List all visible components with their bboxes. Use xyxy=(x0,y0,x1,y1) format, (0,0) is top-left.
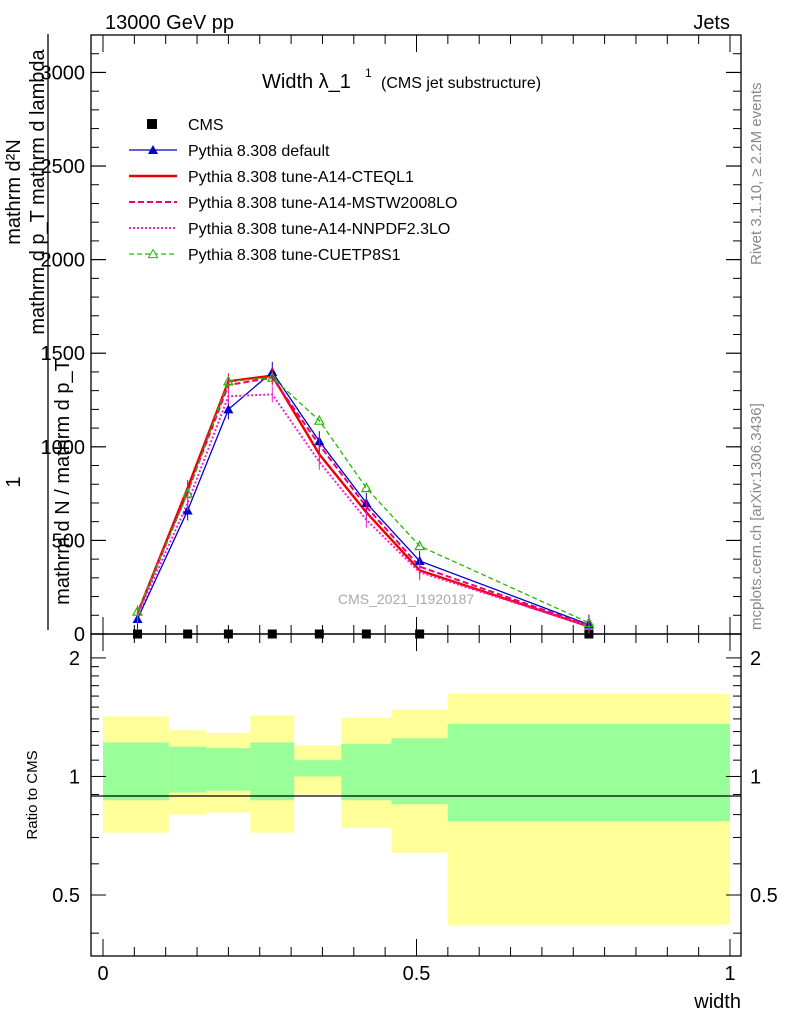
ratio-band-green xyxy=(206,748,251,791)
legend-item: Pythia 8.308 tune-A14-NNPDF2.3LO xyxy=(129,221,450,238)
x-axis-label: width xyxy=(693,991,741,1013)
ratio-tick-label: 0.5 xyxy=(52,885,80,907)
main-axis-ticks: 0 500 1000 1500 2000 2500 3000 xyxy=(41,35,741,646)
legend-marker xyxy=(148,145,158,154)
x-tick-label: 0 xyxy=(97,963,108,985)
ratio-y-label: Ratio to CMS xyxy=(24,750,41,839)
ratio-plot-frame xyxy=(90,633,742,957)
y-label-numerator-line2: mathrm d p_T mathrm d lambda xyxy=(27,48,49,334)
mcplots-label: mcplots.cern.ch [arXiv:1306.3436] xyxy=(748,403,765,630)
series-line xyxy=(136,370,590,626)
chart-title-sup: 1 xyxy=(365,66,372,80)
legend-marker xyxy=(147,248,159,259)
y-label-numerator: mathrm d²N xyxy=(3,139,25,245)
series-line xyxy=(136,376,590,624)
ratio-band-green xyxy=(250,742,295,801)
y-label-top: 1 xyxy=(3,476,25,487)
watermark: CMS_2021_I1920187 xyxy=(338,591,474,607)
y-tick-label: 2000 xyxy=(41,250,86,272)
y-tick-label: 1500 xyxy=(41,343,86,365)
header-left-label: 13000 GeV pp xyxy=(105,12,234,34)
ratio-band-green xyxy=(103,742,169,801)
ratio-plot: 0.5 0.5 1 1 2 2 0 0.5 1 Ratio to CMS width xyxy=(24,633,778,1013)
ratio-tick-label: 2 xyxy=(69,648,80,670)
ratio-tick-label-right: 0.5 xyxy=(750,885,778,907)
legend-label: Pythia 8.308 tune-A14-MSTW2008LO xyxy=(188,195,457,212)
series-point xyxy=(266,371,278,382)
series-point xyxy=(131,605,144,616)
series-point xyxy=(313,414,325,425)
legend-item: Pythia 8.308 tune-CUETP8S1 xyxy=(129,247,401,264)
series-point xyxy=(360,482,372,493)
y-label-denominator: mathrm d N / mathrm d p_T xyxy=(52,359,74,605)
ratio-tick-label-right: 2 xyxy=(750,648,761,670)
legend-label: Pythia 8.308 tune-CUETP8S1 xyxy=(188,247,401,264)
legend-item: Pythia 8.308 tune-A14-CTEQL1 xyxy=(129,169,414,186)
legend-label: Pythia 8.308 default xyxy=(188,143,330,160)
legend-item: Pythia 8.308 default xyxy=(129,143,330,160)
y-axis-label: 1 mathrm d²N mathrm d p_T mathrm d lambd… xyxy=(3,34,74,630)
series-line xyxy=(136,374,590,628)
legend-label: Pythia 8.308 tune-A14-NNPDF2.3LO xyxy=(188,221,450,238)
ratio-axis-ticks: 0.5 0.5 1 1 2 2 0 0.5 1 xyxy=(52,634,778,985)
y-tick-label: 500 xyxy=(52,530,85,552)
series-point xyxy=(583,617,595,627)
legend-label: Pythia 8.308 tune-A14-CTEQL1 xyxy=(188,169,414,186)
main-series-lines xyxy=(136,370,590,628)
legend-label: CMS xyxy=(188,117,224,134)
y-tick-label: 2500 xyxy=(41,156,86,178)
legend-marker xyxy=(147,119,157,129)
y-tick-label: 3000 xyxy=(41,62,86,84)
ratio-tick-label-right: 1 xyxy=(750,766,761,788)
series-point xyxy=(414,540,426,551)
series-line xyxy=(136,376,590,627)
x-tick-label: 0.5 xyxy=(403,963,431,985)
x-tick-label: 1 xyxy=(724,963,735,985)
series-point xyxy=(223,404,234,414)
legend: CMS Pythia 8.308 default Pythia 8.308 tune… xyxy=(129,117,457,264)
legend-item: Pythia 8.308 tune-A14-MSTW2008LO xyxy=(129,195,457,212)
ratio-band-green xyxy=(341,743,392,801)
series-point xyxy=(182,487,194,498)
ratio-band-green xyxy=(168,746,207,793)
ratio-bands xyxy=(103,693,730,925)
header-right-label: Jets xyxy=(693,12,730,34)
y-tick-label: 1000 xyxy=(41,437,86,459)
ratio-band-green xyxy=(294,760,342,777)
main-plot: 0 500 1000 1500 2000 2500 3000 Width λ_1 1 (CM… xyxy=(41,34,742,646)
y-tick-label: 0 xyxy=(74,624,85,646)
rivet-label: Rivet 3.1.10, ≥ 2.2M events xyxy=(748,83,765,266)
chart-title: Width λ_1 xyxy=(262,71,351,93)
series-line xyxy=(136,393,590,628)
ratio-tick-label: 1 xyxy=(69,766,80,788)
ratio-band-green xyxy=(391,738,448,805)
legend-item: CMS xyxy=(147,117,224,134)
chart-subtitle: (CMS jet substructure) xyxy=(381,75,541,92)
series-point xyxy=(222,375,234,386)
ratio-band-green xyxy=(447,723,730,822)
